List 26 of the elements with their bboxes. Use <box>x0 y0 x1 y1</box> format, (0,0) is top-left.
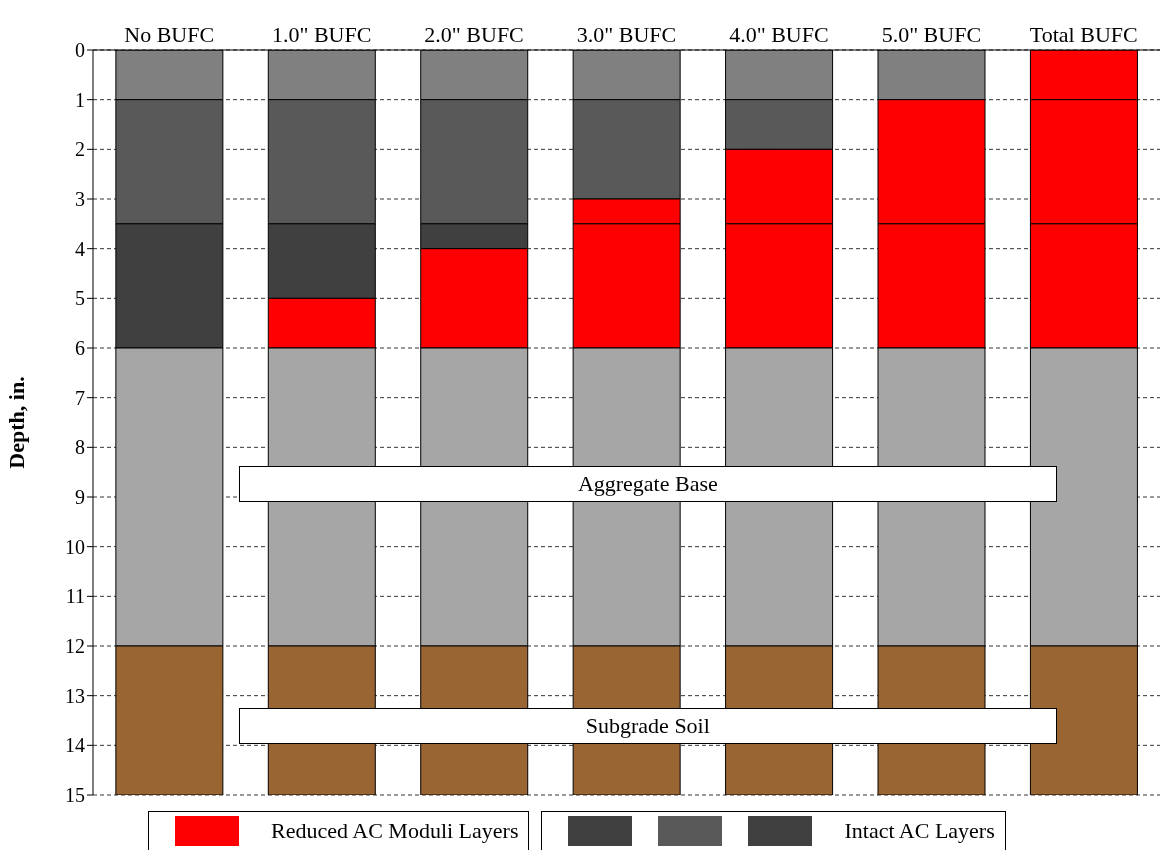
x-tick-label: No BUFC <box>124 22 215 47</box>
y-tick-label: 7 <box>75 386 85 409</box>
y-tick-label: 8 <box>75 436 85 459</box>
y-tick-label: 12 <box>65 635 85 658</box>
y-tick-label: 15 <box>65 784 85 807</box>
y-tick-label: 1 <box>75 88 85 111</box>
y-tick-label: 6 <box>75 337 85 360</box>
legend-label: Reduced AC Moduli Layers <box>271 818 519 844</box>
y-tick-label: 5 <box>75 287 85 310</box>
y-tick-label: 10 <box>65 535 85 558</box>
legend-label: Intact AC Layers <box>844 818 995 844</box>
y-axis-title: Depth, in. <box>3 376 29 469</box>
x-tick-label: 2.0" BUFC <box>424 22 524 47</box>
y-tick-label: 0 <box>75 39 85 62</box>
y-tick-label: 3 <box>75 188 85 211</box>
y-tick-label: 14 <box>65 734 85 757</box>
y-tick-label: 4 <box>75 237 85 260</box>
y-tick-label: 9 <box>75 486 85 509</box>
y-tick-label: 13 <box>65 684 85 707</box>
x-tick-label: 3.0" BUFC <box>576 22 677 47</box>
x-tick-label: 5.0" BUFC <box>881 22 982 47</box>
x-tick-label: Total BUFC <box>1029 22 1138 47</box>
x-tick-label: 4.0" BUFC <box>729 22 829 47</box>
x-tick-label: 1.0" BUFC <box>271 22 372 47</box>
y-tick-label: 2 <box>75 138 85 161</box>
y-tick-label: 11 <box>65 585 85 608</box>
